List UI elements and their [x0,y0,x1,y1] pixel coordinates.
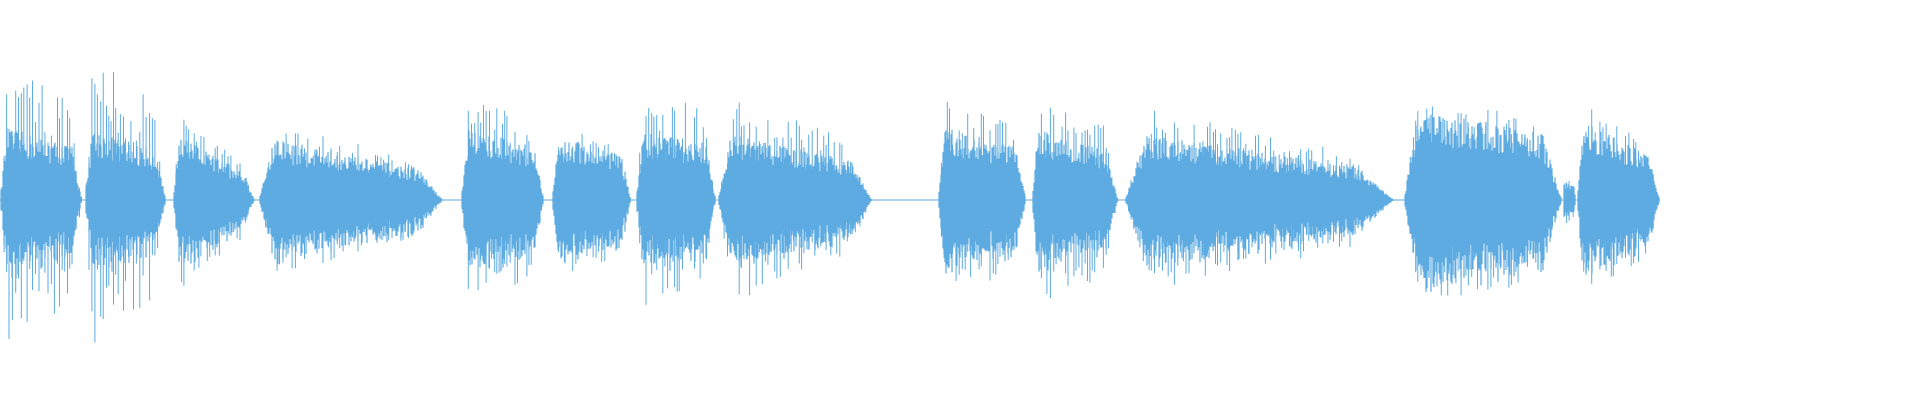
waveform-bars [0,72,1660,343]
waveform-segment-peaks [1577,109,1659,284]
waveform-segment-peaks [1032,107,1118,298]
waveform-segment-peaks [636,102,716,305]
waveform-segment-peaks [1125,110,1393,285]
waveform-segment-peaks [1404,106,1562,296]
waveform-segment-peaks [718,102,873,296]
waveform-segment-peaks [461,105,542,291]
waveform-segment-body [1577,127,1660,274]
waveform-segment-peaks [938,101,1026,281]
waveform-segment-body [938,129,1026,274]
waveform-segment-body [636,133,716,271]
waveform-segment-peaks [85,72,164,343]
waveform-segment-peaks [173,119,254,286]
waveform-segment-peaks [259,133,443,271]
waveform-segment-peaks [1563,181,1574,223]
waveform-segment-peaks [552,133,631,272]
waveform-segment-body [552,141,631,264]
waveform-segment-peaks [0,80,82,339]
